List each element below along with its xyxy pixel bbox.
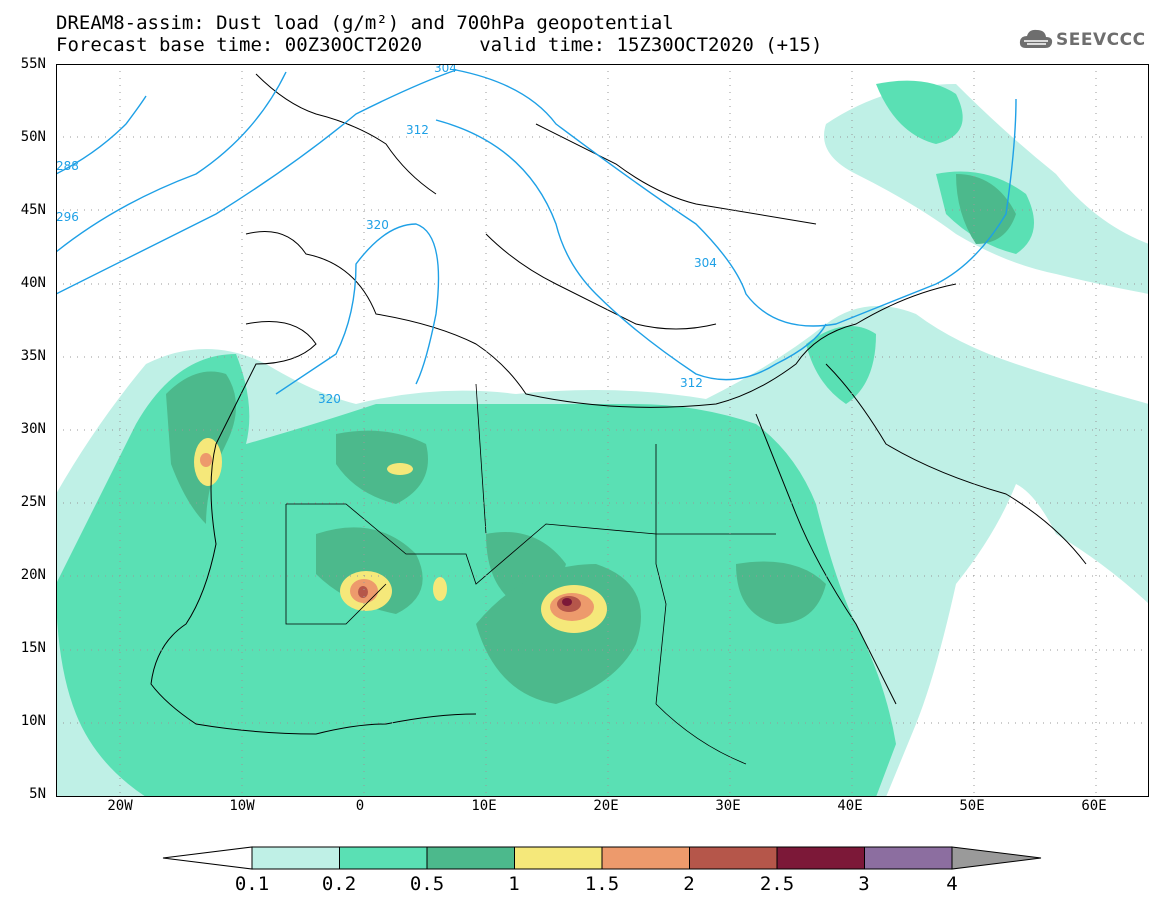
colorbar-label: 2.5 <box>759 873 795 895</box>
colorbar-label: 2 <box>683 873 695 895</box>
map-gridlines <box>56 64 1149 797</box>
country-borders <box>285 383 776 765</box>
geopotential-contours <box>56 69 1017 395</box>
colorbar-label: 3 <box>858 873 870 895</box>
colorbar-label: 4 <box>946 873 958 895</box>
contour-label: 288 <box>56 159 79 173</box>
colorbar-bin <box>514 846 603 870</box>
cloud-icon <box>1019 29 1053 48</box>
lat-label: 10N <box>20 713 46 729</box>
contour-labels: 288 296 304 312 320 304 312 320 <box>56 64 717 406</box>
lat-label: 15N <box>20 640 46 656</box>
lat-label: 50N <box>20 129 46 145</box>
contour-label: 320 <box>318 392 341 406</box>
colorbar-bins <box>251 846 953 870</box>
colorbar-bin <box>339 846 428 870</box>
lon-label: 30E <box>715 798 741 814</box>
lon-label: 60E <box>1081 798 1107 814</box>
lat-label: 40N <box>20 275 46 291</box>
contour-label: 320 <box>366 218 389 232</box>
lat-label: 5N <box>29 786 46 802</box>
colorbar-over-arrow <box>951 846 1042 870</box>
logo-text: SEEVCCC <box>1056 30 1146 50</box>
lon-label: 40E <box>837 798 863 814</box>
colorbar-bin <box>776 846 865 870</box>
colorbar-bin <box>251 846 340 870</box>
contour-label: 304 <box>434 64 457 75</box>
lon-label: 10W <box>229 798 255 814</box>
colorbar-bin <box>601 846 690 870</box>
dust-load-map: 288 296 304 312 320 304 312 320 <box>56 64 1149 797</box>
seevccc-logo: SEEVCCC <box>1018 26 1148 54</box>
contour-label: 312 <box>680 376 703 390</box>
colorbar-bin <box>426 846 515 870</box>
lat-label: 30N <box>20 421 46 437</box>
colorbar-under-arrow <box>162 846 253 870</box>
contour-label: 312 <box>406 123 429 137</box>
contour-label: 304 <box>694 256 717 270</box>
contour-label: 296 <box>56 210 79 224</box>
colorbar-label: 0.1 <box>234 873 270 895</box>
lat-label: 45N <box>20 202 46 218</box>
colorbar-label: 1.5 <box>584 873 620 895</box>
colorbar <box>162 846 1042 870</box>
lon-label: 20W <box>107 798 133 814</box>
lat-label: 35N <box>20 348 46 364</box>
coastlines <box>150 73 1087 735</box>
colorbar-bin <box>864 846 953 870</box>
lat-label: 25N <box>20 494 46 510</box>
lon-label: 10E <box>471 798 497 814</box>
lat-label: 55N <box>20 56 46 72</box>
colorbar-bin <box>689 846 778 870</box>
colorbar-label: 1 <box>508 873 520 895</box>
map-title-line1: DREAM8-assim: Dust load (g/m²) and 700hP… <box>56 12 674 34</box>
lon-label: 0 <box>355 798 365 814</box>
lon-label: 20E <box>593 798 619 814</box>
map-title-line2: Forecast base time: 00Z30OCT2020 valid t… <box>56 34 823 56</box>
colorbar-label: 0.2 <box>321 873 357 895</box>
dust-0.5-1-area <box>166 174 1016 704</box>
colorbar-label: 0.5 <box>409 873 445 895</box>
lon-label: 50E <box>959 798 985 814</box>
lat-label: 20N <box>20 567 46 583</box>
map-frame <box>56 64 1149 797</box>
